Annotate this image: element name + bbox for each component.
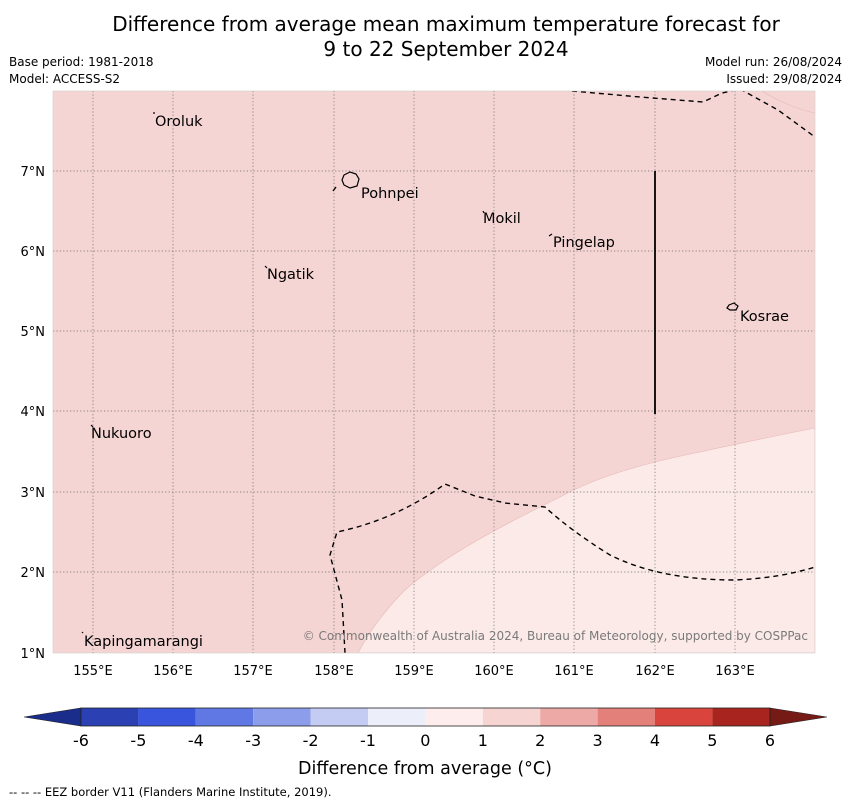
colorbar-swatch — [655, 708, 713, 726]
colorbar-tick-labels: -6 -5 -4 -3 -2 -1 0 1 2 3 4 5 6 — [73, 731, 775, 750]
lat-tick-label: 2°N — [21, 566, 46, 581]
model-run-text: Model run: 26/08/2024 — [704, 55, 842, 69]
lon-tick-label: 160°E — [474, 664, 514, 679]
colorbar-tick-label: -4 — [188, 731, 204, 750]
colorbar-extend-min — [23, 707, 82, 727]
copyright-notice: © Commonwealth of Australia 2024, Bureau… — [303, 629, 808, 643]
place-label-nukuoro: Nukuoro — [91, 426, 152, 442]
lon-tick-label: 162°E — [635, 664, 675, 679]
map-gridlines — [53, 91, 815, 653]
lon-tick-label: 163°E — [715, 664, 755, 679]
place-label-pingelap: Pingelap — [553, 235, 615, 251]
colorbar-tick-label: -3 — [245, 731, 261, 750]
place-label-pohnpei: Pohnpei — [361, 186, 419, 202]
chart-title: Difference from average mean maximum tem… — [0, 12, 850, 62]
colorbar-outline — [80, 707, 771, 727]
colorbar-tick-label: 3 — [593, 731, 603, 750]
colorbar-swatch — [368, 708, 426, 726]
colorbar-tick-label: 4 — [650, 731, 660, 750]
lat-tick-label: 7°N — [21, 165, 46, 180]
lon-tick-label: 156°E — [153, 664, 193, 679]
colorbar-swatch — [81, 708, 139, 726]
colorbar-tick-label: -2 — [303, 731, 319, 750]
colorbar-tick-label: -1 — [360, 731, 376, 750]
colorbar-tick-label: 6 — [765, 731, 775, 750]
colorbar-swatch — [138, 708, 196, 726]
lon-tick-label: 158°E — [314, 664, 354, 679]
lon-tick-label: 159°E — [394, 664, 434, 679]
eez-border-fragment — [332, 186, 337, 192]
meta-left: Base period: 1981-2018 Model: ACCESS-S2 — [9, 54, 154, 88]
colorbar-tick-label: 2 — [535, 731, 545, 750]
contour-line — [761, 91, 815, 114]
place-label-kapingamarangi: Kapingamarangi — [84, 634, 203, 650]
place-label-oroluk: Oroluk — [155, 114, 203, 130]
eez-border-south — [329, 483, 815, 653]
kapingamarangi-atoll — [81, 631, 84, 634]
colorbar-swatch — [597, 708, 655, 726]
mokil-atoll — [482, 210, 485, 214]
colorbar-swatch — [425, 708, 483, 726]
colorbar-tick-label: 1 — [478, 731, 488, 750]
map-area — [53, 91, 815, 653]
lon-tick-label: 157°E — [233, 664, 273, 679]
anomaly-0-to-1-region — [357, 427, 815, 653]
islands — [81, 112, 739, 634]
lat-tick-label: 5°N — [21, 325, 46, 340]
title-line-2: 9 to 22 September 2024 — [323, 37, 569, 61]
latitude-tick-labels: 7°N 6°N 5°N 4°N 3°N 2°N 1°N — [21, 165, 46, 662]
colorbar-swatch — [310, 708, 368, 726]
base-period-text: Base period: 1981-2018 — [9, 55, 154, 69]
model-text: Model: ACCESS-S2 — [9, 72, 121, 86]
title-line-1: Difference from average mean maximum tem… — [112, 12, 780, 36]
longitude-tick-labels: 155°E 156°E 157°E 158°E 159°E 160°E 161°… — [73, 664, 755, 679]
colorbar-tick-label: -5 — [130, 731, 146, 750]
place-label-mokil: Mokil — [483, 211, 521, 227]
colorbar: -6 -5 -4 -3 -2 -1 0 1 2 3 4 5 6 Differen… — [23, 707, 828, 779]
colorbar-swatch — [712, 708, 770, 726]
colorbar-tick-label: -6 — [73, 731, 89, 750]
place-label-kosrae: Kosrae — [740, 309, 789, 325]
colorbar-tick-label: 0 — [420, 731, 430, 750]
colorbar-swatch — [482, 708, 541, 726]
kosrae-island — [726, 302, 739, 311]
colorbar-extend-max — [769, 707, 828, 727]
lat-tick-label: 1°N — [21, 647, 46, 662]
colorbar-swatch — [195, 708, 254, 726]
pingelap-atoll — [548, 233, 553, 237]
colorbar-label: Difference from average (°C) — [298, 759, 552, 779]
colorbar-swatch — [253, 708, 311, 726]
pohnpei-island — [341, 171, 360, 189]
lat-tick-label: 3°N — [21, 486, 46, 501]
colorbar-tick-label: 5 — [707, 731, 717, 750]
place-labels: Oroluk Pohnpei Mokil Pingelap Ngatik Kos… — [84, 114, 789, 650]
colorbar-swatch — [540, 708, 598, 726]
nukuoro-atoll — [90, 424, 94, 428]
issued-text: Issued: 29/08/2024 — [726, 72, 842, 86]
eez-source-note: -- -- -- EEZ border V11 (Flanders Marine… — [9, 785, 332, 799]
lon-tick-label: 161°E — [554, 664, 594, 679]
meta-right: Model run: 26/08/2024 Issued: 29/08/2024 — [705, 54, 842, 88]
ngatik-atoll — [264, 265, 268, 269]
place-label-ngatik: Ngatik — [267, 267, 315, 283]
lat-tick-label: 4°N — [21, 405, 46, 420]
lat-tick-label: 6°N — [21, 245, 46, 260]
map-frame — [52, 90, 816, 654]
lon-tick-label: 155°E — [73, 664, 113, 679]
eez-borders — [329, 91, 815, 653]
